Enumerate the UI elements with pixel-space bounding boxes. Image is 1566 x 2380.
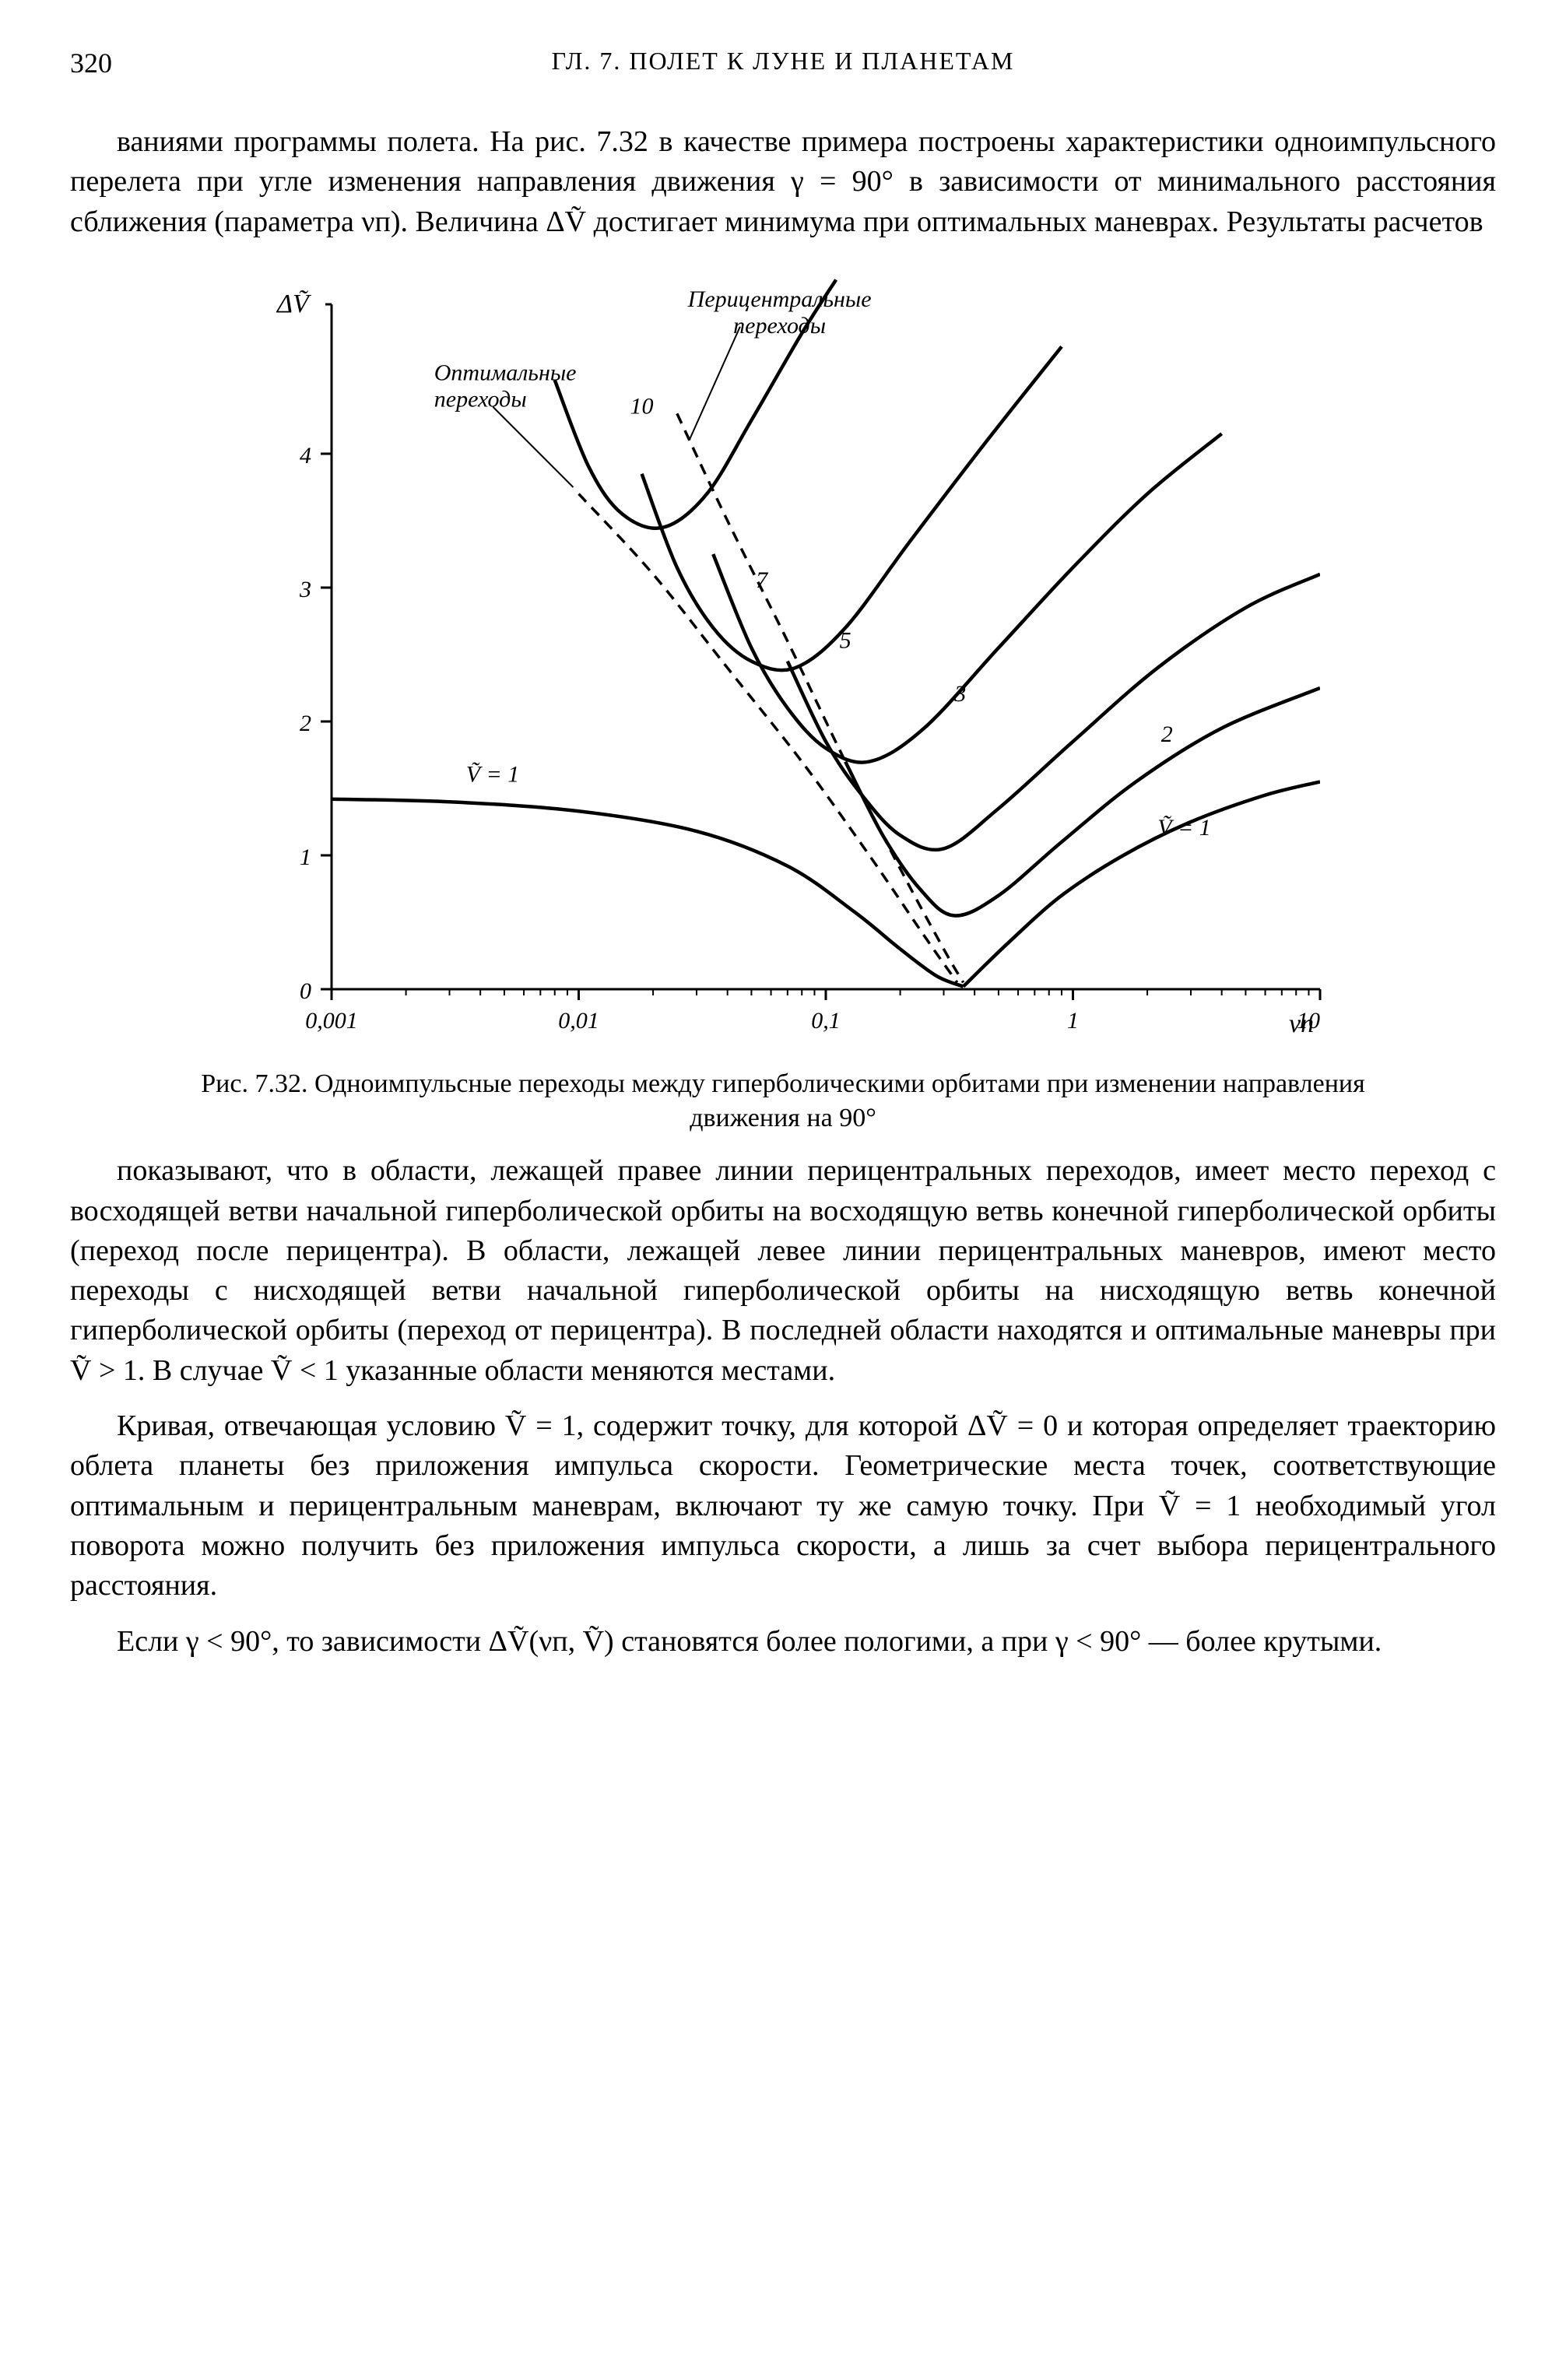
svg-text:3: 3: [953, 681, 966, 707]
paragraph-3: Кривая, отвечающая условию Ṽ = 1, содерж…: [70, 1406, 1496, 1606]
svg-text:Перицентральные: Перицентральные: [687, 286, 872, 312]
svg-text:2: 2: [300, 711, 311, 736]
svg-text:4: 4: [300, 443, 311, 469]
page-number: 320: [70, 47, 112, 79]
svg-text:7: 7: [756, 567, 769, 593]
svg-text:0,001: 0,001: [305, 1008, 358, 1034]
paragraph-4: Если γ < 90°, то зависимости ΔṼ(νп, Ṽ) с…: [70, 1622, 1496, 1662]
paragraph-2: показывают, что в области, лежащей праве…: [70, 1151, 1496, 1391]
svg-text:Ṽ = 1: Ṽ = 1: [466, 761, 520, 787]
paragraph-1: ваниями программы полета. На рис. 7.32 в…: [70, 122, 1496, 242]
running-head: ГЛ. 7. ПОЛЕТ К ЛУНЕ И ПЛАНЕТАМ: [70, 47, 1496, 75]
svg-text:3: 3: [299, 577, 311, 602]
svg-text:Оптимальные: Оптимальные: [434, 360, 577, 385]
svg-text:5: 5: [840, 627, 851, 653]
svg-text:νп: νп: [1289, 1009, 1314, 1038]
chart-svg: 012340,0010,010,1110ΔṼνп107532Перицентра…: [199, 265, 1367, 1059]
svg-text:2: 2: [1161, 721, 1173, 747]
svg-text:1: 1: [300, 844, 311, 870]
svg-text:10: 10: [630, 393, 654, 419]
svg-text:1: 1: [1067, 1008, 1079, 1034]
svg-text:ΔṼ: ΔṼ: [276, 290, 312, 318]
svg-text:Ṽ = 1: Ṽ = 1: [1157, 815, 1211, 841]
svg-text:0,1: 0,1: [811, 1008, 841, 1034]
svg-text:переходы: переходы: [434, 386, 527, 412]
svg-text:0,01: 0,01: [558, 1008, 599, 1034]
svg-text:переходы: переходы: [733, 313, 826, 339]
figure-7-32: 012340,0010,010,1110ΔṼνп107532Перицентра…: [70, 265, 1496, 1136]
figure-caption: Рис. 7.32. Одноимпульсные переходы между…: [160, 1067, 1406, 1136]
svg-text:0: 0: [300, 978, 311, 1004]
